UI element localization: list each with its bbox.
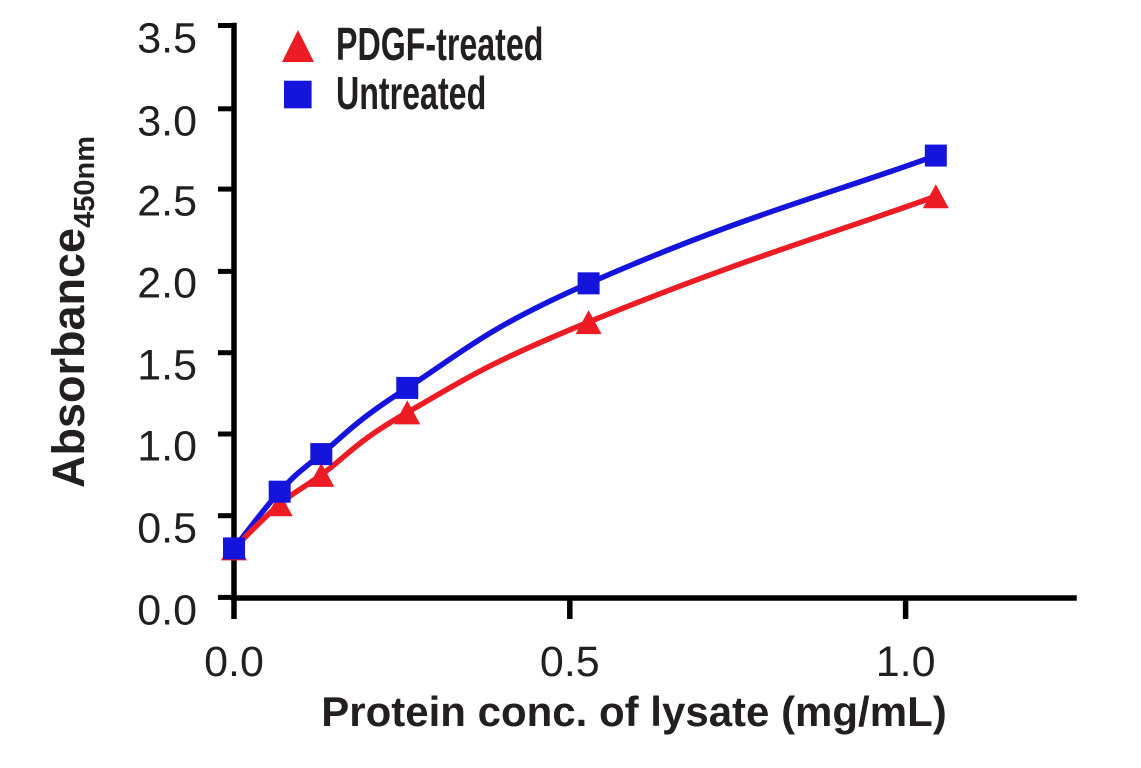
svg-text:0.0: 0.0: [204, 638, 264, 686]
svg-text:2.0: 2.0: [137, 260, 197, 308]
svg-text:0.5: 0.5: [137, 505, 197, 553]
svg-text:Untreated: Untreated: [336, 68, 486, 119]
svg-text:0.5: 0.5: [540, 638, 600, 686]
svg-text:Protein conc. of lysate (mg/mL: Protein conc. of lysate (mg/mL): [321, 688, 946, 735]
svg-text:3.5: 3.5: [137, 15, 197, 63]
svg-text:1.0: 1.0: [876, 638, 936, 686]
svg-text:Absorbance450nm: Absorbance450nm: [43, 136, 101, 488]
svg-text:PDGF-treated: PDGF-treated: [336, 19, 543, 70]
svg-text:1.0: 1.0: [137, 423, 197, 471]
svg-text:0.0: 0.0: [137, 587, 197, 635]
svg-text:1.5: 1.5: [137, 342, 197, 390]
svg-text:2.5: 2.5: [137, 178, 197, 226]
svg-text:3.0: 3.0: [137, 98, 197, 146]
